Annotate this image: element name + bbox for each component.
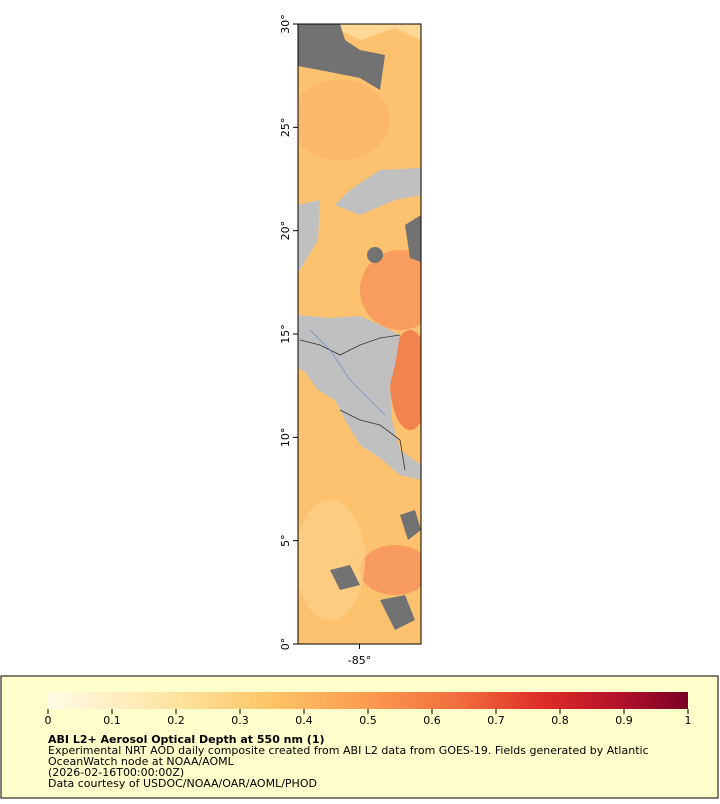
colorbar bbox=[48, 692, 688, 709]
colorbar-tick-label: 1 bbox=[685, 714, 692, 727]
lat-tick-label: 20° bbox=[279, 221, 292, 241]
colorbar-tick-label: 0 bbox=[45, 714, 52, 727]
map-image bbox=[298, 24, 421, 644]
colorbar-tick-label: 0.1 bbox=[103, 714, 121, 727]
lat-tick-label: 15° bbox=[279, 324, 292, 344]
legend-line: (2026-02-16T00:00:00Z) bbox=[48, 766, 184, 779]
colorbar-tick-label: 0.2 bbox=[167, 714, 185, 727]
lat-tick-label: 25° bbox=[279, 118, 292, 138]
legend-line: Data courtesy of USDOC/NOAA/OAR/AOML/PHO… bbox=[48, 777, 317, 790]
colorbar-tick-label: 0.6 bbox=[423, 714, 441, 727]
colorbar-tick-label: 0.9 bbox=[615, 714, 633, 727]
colorbar-tick-label: 0.8 bbox=[551, 714, 569, 727]
colorbar-tick-label: 0.7 bbox=[487, 714, 505, 727]
legend-line: OceanWatch node at NOAA/AOML bbox=[48, 755, 235, 768]
lat-tick-label: 0° bbox=[279, 638, 292, 651]
colorbar-tick-label: 0.4 bbox=[295, 714, 313, 727]
colorbar-tick-label: 0.5 bbox=[359, 714, 377, 727]
lon-tick-label: -85° bbox=[348, 654, 371, 667]
legend-line: Experimental NRT AOD daily composite cre… bbox=[48, 744, 649, 757]
lat-tick-label: 30° bbox=[279, 14, 292, 34]
lat-tick-label: 10° bbox=[279, 428, 292, 448]
colorbar-tick-label: 0.3 bbox=[231, 714, 249, 727]
lat-tick-label: 5° bbox=[279, 534, 292, 547]
legend-title: ABI L2+ Aerosol Optical Depth at 550 nm … bbox=[48, 733, 325, 746]
